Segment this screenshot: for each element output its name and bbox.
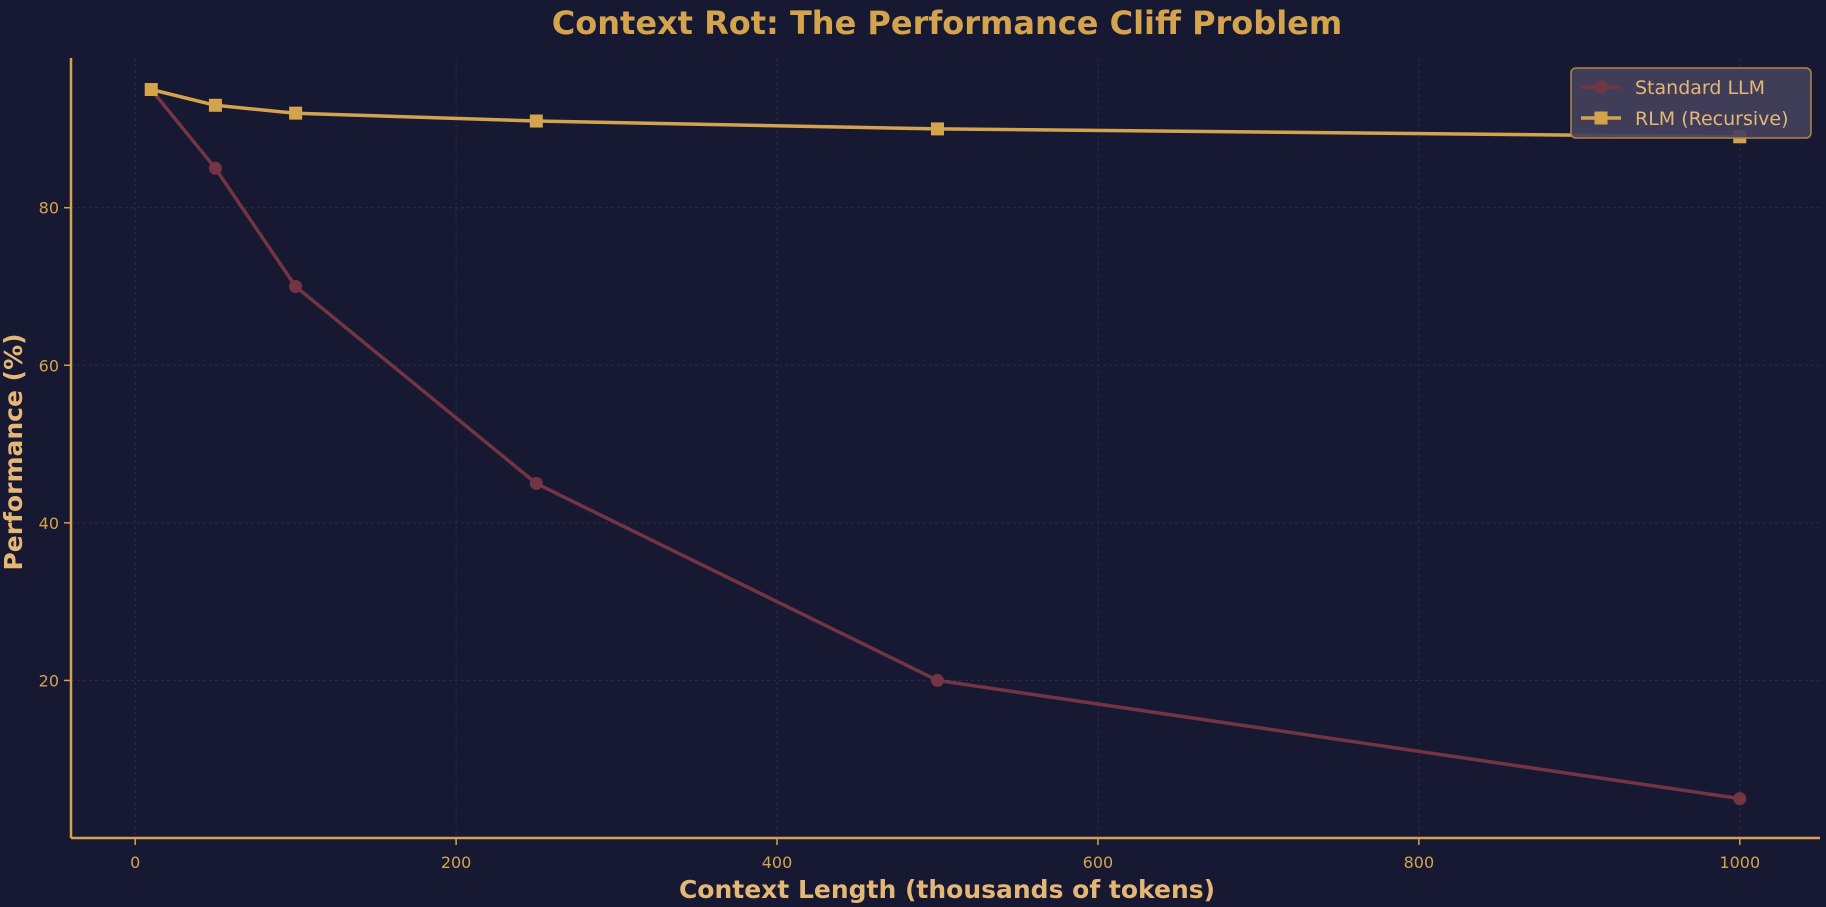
y-tick-label: 20 xyxy=(39,671,59,690)
series-line xyxy=(150,87,1740,139)
chart-title: Context Rot: The Performance Cliff Probl… xyxy=(552,4,1342,42)
tick-labels: 0 200 400 600 800 1000 20 40 60 80 xyxy=(39,199,1760,872)
x-tick-label: 800 xyxy=(1404,853,1435,872)
grid-lines xyxy=(71,58,1820,838)
data-point xyxy=(529,476,543,490)
series-lines xyxy=(144,83,1747,806)
series-line xyxy=(149,88,1741,801)
x-tick-label: 1000 xyxy=(1719,853,1760,872)
data-point xyxy=(1733,792,1747,806)
y-axis-label: Performance (%) xyxy=(0,333,28,570)
y-tick-label: 80 xyxy=(39,199,59,218)
legend-entry: Standard LLM xyxy=(1581,77,1765,99)
data-point xyxy=(208,161,222,175)
x-tick-label: 200 xyxy=(441,853,472,872)
x-tick-label: 400 xyxy=(762,853,793,872)
legend-marker xyxy=(1594,111,1608,125)
axes xyxy=(69,58,1820,840)
legend-box xyxy=(1570,67,1812,139)
legend: Standard LLM RLM (Recursive) xyxy=(1570,67,1812,139)
series-rlm xyxy=(144,83,1747,144)
legend-label: Standard LLM xyxy=(1635,77,1765,99)
data-point xyxy=(930,673,944,687)
data-point xyxy=(144,83,158,97)
legend-marker xyxy=(1594,80,1608,94)
x-tick-label: 600 xyxy=(1083,853,1114,872)
data-point xyxy=(289,279,303,293)
y-tick-label: 40 xyxy=(39,514,59,533)
legend-label: RLM (Recursive) xyxy=(1635,108,1789,130)
data-point xyxy=(289,106,303,120)
x-axis-label: Context Length (thousands of tokens) xyxy=(679,875,1215,904)
data-point xyxy=(208,98,222,112)
data-point xyxy=(529,114,543,128)
data-point xyxy=(930,122,944,136)
y-tick-label: 60 xyxy=(39,356,59,375)
x-tick-label: 0 xyxy=(130,853,140,872)
legend-entry: RLM (Recursive) xyxy=(1581,108,1789,130)
